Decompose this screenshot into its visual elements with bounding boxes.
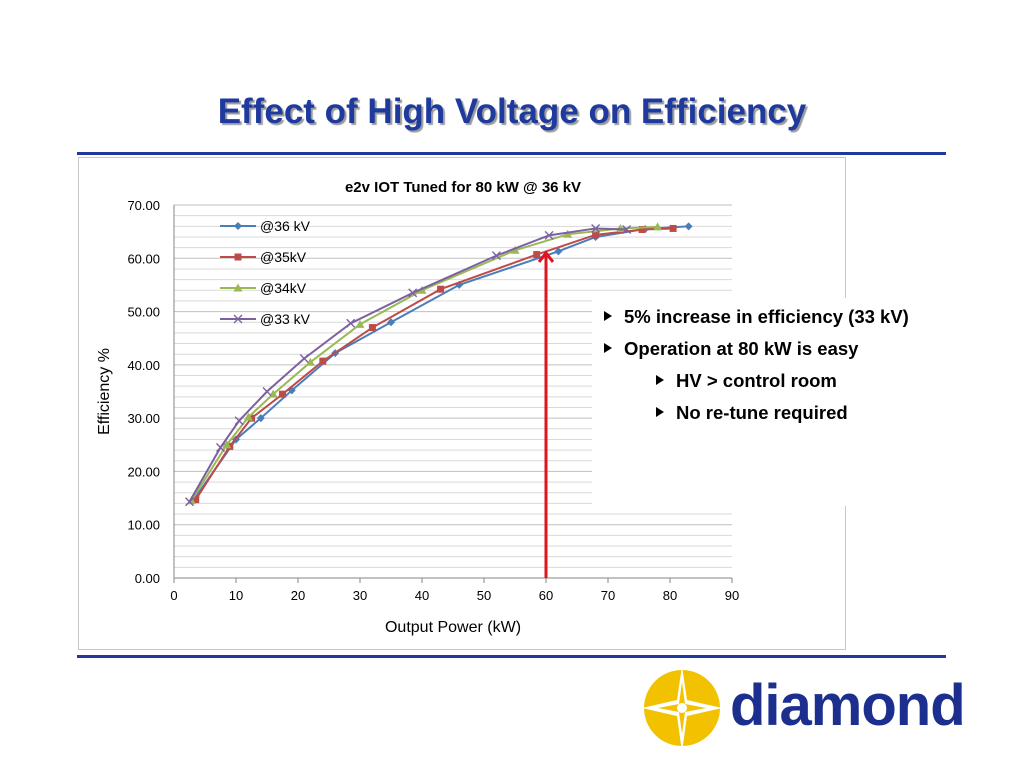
y-tick-label: 70.00 (127, 198, 160, 213)
data-point (554, 247, 563, 256)
top-divider (77, 152, 946, 155)
x-tick-label: 70 (601, 588, 615, 603)
data-point (279, 390, 286, 398)
legend-label: @33 kV (260, 311, 311, 327)
data-point (185, 497, 194, 507)
data-point (243, 412, 253, 421)
data-point (533, 251, 541, 259)
x-tick-label: 0 (170, 588, 177, 603)
x-tick-label: 30 (353, 588, 367, 603)
data-point (544, 230, 554, 240)
y-tick-label: 50.00 (127, 305, 160, 320)
x-tick-label: 80 (663, 588, 677, 603)
data-point (234, 222, 242, 230)
data-point (591, 223, 601, 233)
x-tick-label: 60 (539, 588, 553, 603)
data-point (287, 386, 296, 395)
bullet-text: Operation at 80 kW is easy (624, 338, 859, 359)
data-point (216, 442, 225, 452)
efficiency-chart: 0.00 10.00 20.00 30.00 40.00 50.00 60.00 70.00 0… (96, 179, 739, 636)
data-point (346, 318, 356, 328)
bullet-arrow-icon (656, 375, 664, 386)
y-axis-title: Efficiency % (96, 348, 113, 435)
bullet-arrow-icon (604, 311, 612, 322)
sun-burst-icon (642, 666, 722, 752)
bottom-divider (77, 655, 946, 658)
logo-wordmark: diamond (730, 673, 966, 738)
x-tick-label: 10 (229, 588, 243, 603)
data-point (262, 387, 272, 396)
data-point (233, 314, 243, 324)
data-point (233, 283, 243, 292)
data-point (491, 251, 501, 261)
data-point (622, 225, 632, 235)
data-point (387, 318, 395, 327)
legend-label: @34kV (260, 280, 307, 296)
sub-bullet-item: No re-tune required (656, 402, 848, 424)
x-tick-label: 90 (725, 588, 739, 603)
slide-title: Effect of High Voltage on Efficiency (217, 92, 807, 131)
data-point (268, 389, 278, 398)
legend-label: @35kV (260, 249, 307, 265)
data-point (684, 222, 693, 231)
data-point (510, 245, 520, 254)
y-tick-label: 20.00 (127, 464, 160, 479)
data-point (437, 285, 445, 293)
data-point (256, 414, 265, 423)
data-point (669, 224, 677, 232)
data-point (305, 357, 315, 366)
data-point (319, 357, 327, 365)
bullet-text: No re-tune required (676, 402, 848, 423)
data-point (234, 253, 242, 261)
data-point (355, 319, 365, 328)
data-point (653, 222, 663, 231)
bullet-arrow-icon (604, 343, 612, 354)
data-point (192, 496, 200, 504)
data-point (299, 353, 309, 363)
bullet-arrow-icon (656, 407, 664, 418)
y-tick-label: 30.00 (127, 411, 160, 426)
data-point (592, 231, 600, 239)
series-line (190, 225, 658, 502)
data-point (222, 440, 232, 449)
bullet-text: HV > control room (676, 370, 837, 391)
y-tick-label: 60.00 (127, 251, 160, 266)
x-tick-label: 40 (415, 588, 429, 603)
annotation-arrow-head (537, 250, 555, 263)
y-tick-label: 0.00 (135, 571, 160, 586)
y-tick-label: 10.00 (127, 518, 160, 533)
x-tick-label: 20 (291, 588, 305, 603)
bullet-item: Operation at 80 kW is easy (604, 338, 858, 360)
bullet-text: 5% increase in efficiency (33 kV) (624, 306, 909, 327)
x-axis-title: Output Power (kW) (385, 619, 521, 636)
data-point (408, 288, 418, 298)
y-tick-label: 40.00 (127, 358, 160, 373)
bullet-item: 5% increase in efficiency (33 kV) (604, 306, 909, 328)
data-point (368, 324, 376, 332)
bullet-list: 5% increase in efficiency (33 kV) Operat… (592, 298, 1002, 506)
data-point (234, 416, 244, 426)
x-tick-label: 50 (477, 588, 491, 603)
data-point (638, 226, 646, 234)
diamond-logo: diamond (640, 664, 966, 754)
sub-bullet-item: HV > control room (656, 370, 837, 392)
chart-title: e2v IOT Tuned for 80 kW @ 36 kV (345, 179, 581, 196)
data-point (563, 229, 573, 238)
legend-label: @36 kV (260, 218, 311, 234)
